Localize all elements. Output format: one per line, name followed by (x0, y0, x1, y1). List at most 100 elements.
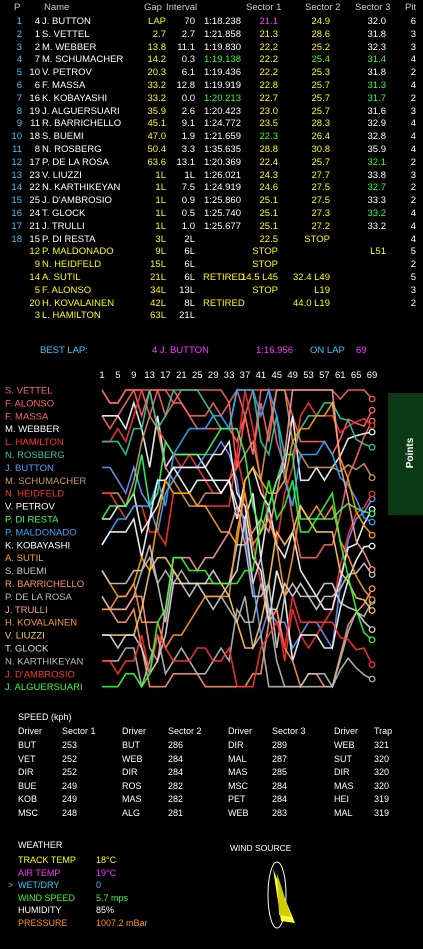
timing-cell-name: P. MALDONADO (42, 246, 114, 258)
timing-row: 17 21 J. TRULLI 1L 1.0 1:25.677 25.1 27.2 33.2 4 (0, 220, 423, 234)
timing-row: 9 11 R. BARRICHELLO 45.1 9.1 1:24.772 23.5 28.3… (0, 117, 423, 131)
timing-cell-int: 8L (184, 297, 195, 309)
timing-cell-num: 10 (29, 67, 40, 79)
timing-cell-name: F. ALONSO (42, 284, 92, 296)
speed-value: 320 (374, 780, 390, 791)
speed-value: 287 (272, 753, 288, 764)
timing-cell-gap: 20.3 (147, 67, 167, 79)
timing-row: 14 A. SUTIL 21L 6L RETIRED 14.5 L45 32.4 L49 5 (0, 271, 423, 285)
timing-cell-s2: 25.7 (311, 156, 331, 168)
timing-cell-num: 21 (29, 220, 40, 232)
driver-label: N. KARTHIKEYAN (5, 656, 83, 667)
speed-value: 319 (374, 794, 390, 804)
driver-end-marker (368, 542, 376, 550)
timing-cell-pos: 17 (11, 220, 22, 232)
timing-cell-gap: 1L (155, 182, 166, 194)
driver-label: N. HEIDFELD (5, 489, 64, 500)
speed-value: 249 (62, 794, 78, 804)
header-pos: P (14, 2, 21, 13)
lap-tick-label: 29 (208, 370, 219, 381)
timing-row: 5 F. ALONSO 34L 13L STOP L19 3 (0, 284, 423, 298)
timing-cell-name: M. WEBBER (42, 41, 97, 53)
driver-label: M. WEBBER (5, 424, 60, 435)
speed-value: 284 (168, 753, 184, 764)
timing-cell-gap: 3L (155, 233, 166, 245)
speed-value: 289 (272, 740, 288, 750)
timing-cell-pos: 2 (16, 28, 22, 40)
timing-cell-num: 7 (34, 54, 40, 66)
speed-driver-code: MAS (122, 794, 142, 804)
wind-direction-icon (267, 861, 295, 929)
driver-end-marker (368, 490, 376, 498)
speed-header: Driver (18, 726, 42, 736)
lap-tick-label: 9 (131, 370, 136, 381)
driver-label: P. DE LA ROSA (5, 592, 73, 603)
timing-cell-pos: 7 (16, 92, 22, 104)
timing-cell-num: 22 (29, 182, 40, 194)
speed-value: 248 (62, 807, 78, 818)
timing-cell-name: N. HEIDFELD (42, 259, 102, 271)
header-sector3: Sector 3 (355, 2, 391, 13)
timing-cell-s3: 35.9 (367, 144, 387, 155)
timing-cell-gap: 33.2 (147, 92, 167, 104)
timing-cell-s2: L19 (314, 284, 330, 296)
timing-cell-s3: 32.7 (367, 182, 387, 194)
speed-value: 252 (62, 767, 78, 777)
timing-cell-s2: 30.8 (311, 144, 331, 155)
driver-label: J. BUTTON (5, 463, 54, 474)
speed-value: 284 (272, 794, 288, 804)
speed-value: 285 (272, 767, 288, 777)
timing-cell-num: 15 (29, 233, 40, 245)
best-lap-label: BEST LAP: (40, 345, 88, 356)
timing-cell-num: 25 (29, 195, 40, 207)
speed-value: 319 (374, 807, 390, 818)
timing-row: 4 7 M. SCHUMACHER 14.2 0.3 1:19.138 22.2 25.4 31… (0, 53, 423, 67)
timing-cell-num: 19 (29, 105, 40, 117)
timing-cell-name: V. LIUZZI (42, 169, 82, 181)
timing-cell-int: 1L (184, 169, 195, 181)
timing-row: 20 H. KOVALAINEN 42L 8L RETIRED 44.0 L19 2 (0, 297, 423, 311)
timing-cell-pos: 18 (11, 233, 22, 245)
timing-cell-name: P. DE LA ROSA (42, 156, 109, 168)
lap-tick-label: 17 (160, 370, 171, 381)
lap-tick-label: 13 (144, 370, 155, 381)
timing-cell-name: J. ALGUERSUARI (42, 105, 120, 117)
speed-driver-code: MAL (228, 753, 247, 764)
timing-row: 3 2 M. WEBBER 13.8 11.1 1:19.830 22.2 25.2 32.3 3 (0, 41, 423, 55)
driver-end-marker (368, 443, 376, 451)
timing-cell-s1: 23.0 (259, 105, 279, 117)
timing-cell-num: 11 (30, 118, 40, 130)
timing-cell-pit: 2 (410, 297, 416, 309)
timing-cell-gap: 1L (155, 208, 166, 219)
speed-header: Trap (374, 726, 393, 736)
speed-driver-code: DIR (228, 740, 244, 750)
timing-cell-int: 2.7 (181, 28, 195, 40)
driver-end-marker (368, 518, 376, 526)
driver-position-line (101, 544, 373, 649)
timing-cell-s2: 26.4 (311, 131, 331, 143)
weather-value: 18°C (96, 855, 117, 865)
timing-cell-name: H. KOVALAINEN (42, 297, 115, 309)
timing-cell-s3: 31.7 (367, 92, 387, 104)
timing-cell-pos: 10 (11, 131, 22, 143)
timing-cell-gap: 63L (150, 310, 166, 322)
driver-label: P. MALDONADO (5, 527, 77, 538)
speed-driver-code: BUT (122, 740, 140, 750)
timing-cell-pit: 4 (410, 131, 416, 143)
speed-title: SPEED (kph) (18, 712, 72, 722)
best-lap-time: 1:16.956 (256, 345, 293, 356)
points-panel (388, 393, 423, 515)
timing-cell-s1: 24.6 (259, 182, 279, 194)
timing-cell-num: 17 (29, 156, 40, 168)
timing-cell-name: S. BUEMI (42, 131, 84, 143)
timing-cell-s1: 22.4 (259, 156, 279, 168)
timing-cell-s3: 32.1 (367, 156, 387, 168)
weather-value: 0 (96, 880, 102, 891)
driver-position-line (102, 389, 373, 457)
timing-cell-pos: 8 (16, 105, 22, 117)
timing-cell-pit: 4 (410, 54, 416, 66)
timing-cell-int: 0.5 (181, 208, 195, 219)
timing-cell-num: 12 (29, 246, 40, 258)
timing-cell-pit: 2 (410, 156, 416, 168)
timing-cell-s2: 44.0 L19 (293, 297, 330, 309)
